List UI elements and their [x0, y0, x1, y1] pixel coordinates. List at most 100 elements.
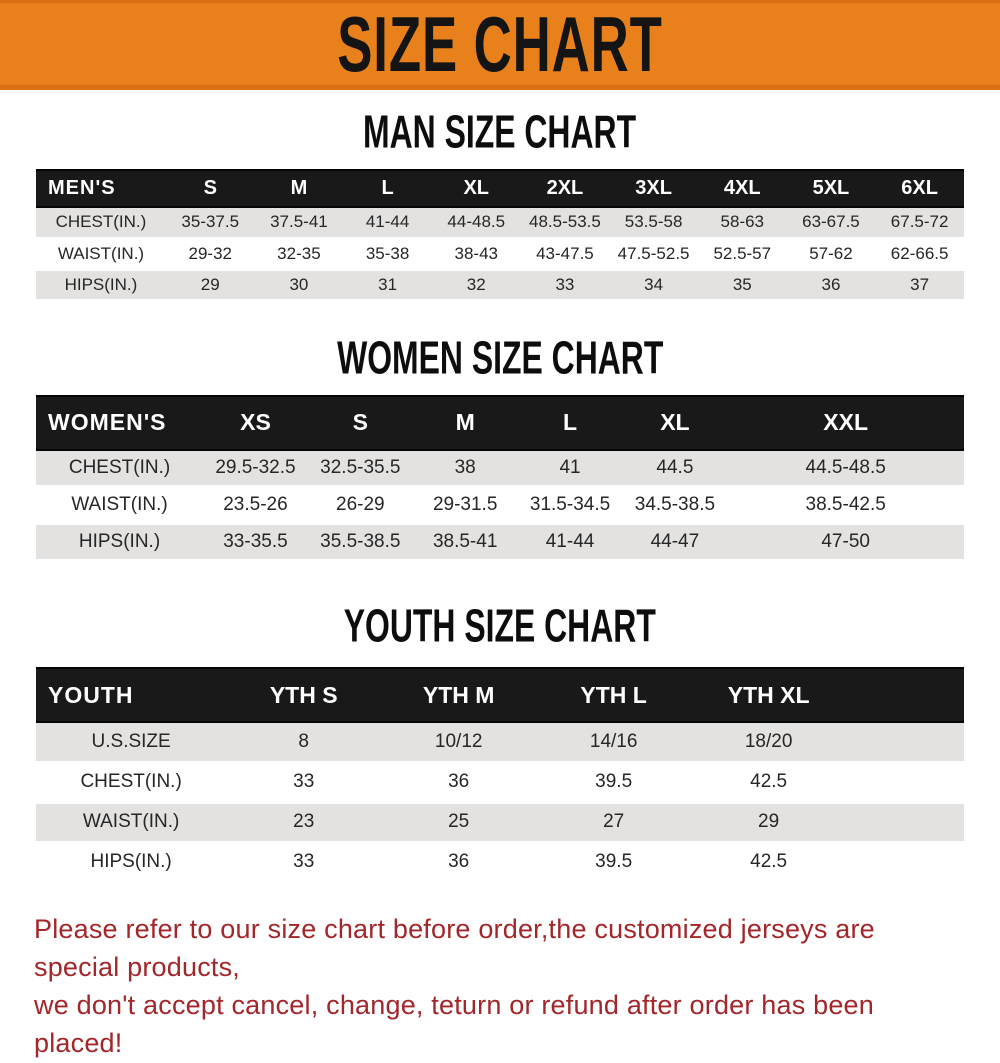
size-value-cell: 35	[697, 269, 787, 302]
size-value-cell: 44-48.5	[431, 207, 521, 240]
size-column-header: YTH S	[226, 667, 382, 723]
size-column-header: XXL	[727, 394, 964, 451]
size-column-header: YTH XL	[691, 667, 847, 723]
size-chart-sections: MAN SIZE CHART MEN'S S M L XL 2XL 3XL 4XL 5XL 6XL C…	[0, 107, 1000, 884]
size-value-cell: 29-31.5	[412, 486, 518, 525]
row-label: CHEST(IN.)	[36, 207, 166, 240]
size-value-cell: 23	[226, 802, 382, 844]
size-value-cell: 53.5-58	[609, 207, 698, 240]
size-value-cell: 47-50	[727, 523, 964, 562]
filler-cell	[846, 722, 964, 764]
size-value-cell: 41-44	[343, 207, 432, 240]
youth-size-chart-section: YOUTH SIZE CHART YOUTH YTH S YTH M YTH L YTH …	[0, 601, 1000, 884]
size-column-header: YTH M	[381, 667, 537, 723]
youth-size-table: YOUTH YTH S YTH M YTH L YTH XL U.S.SIZE 8 10/12…	[36, 667, 964, 884]
size-value-cell: 31.5-34.5	[517, 486, 623, 525]
measurement-row: WAIST(IN.) 23 25 27 29	[36, 802, 964, 844]
size-value-cell: 63-67.5	[786, 207, 876, 240]
row-label: HIPS(IN.)	[36, 269, 166, 302]
size-column-header: 5XL	[786, 169, 876, 208]
size-value-cell: 44-47	[622, 523, 728, 562]
size-value-cell: 33	[520, 269, 610, 302]
size-column-header: YTH L	[536, 667, 692, 723]
womens-group-label: WOMEN'S	[36, 394, 204, 451]
size-column-header: M	[412, 394, 518, 451]
youth-section-title: YOUTH SIZE CHART	[0, 601, 1000, 652]
size-column-header: 3XL	[609, 169, 698, 208]
note-line-1: Please refer to our size chart before or…	[34, 913, 875, 982]
size-value-cell: 39.5	[536, 762, 692, 804]
size-value-cell: 36	[381, 762, 537, 804]
row-label: WAIST(IN.)	[36, 486, 204, 525]
size-value-cell: 62-66.5	[875, 238, 964, 271]
measurement-row: U.S.SIZE 8 10/12 14/16 18/20	[36, 722, 964, 764]
size-column-header: XL	[622, 394, 728, 451]
size-column-header: S	[307, 394, 413, 451]
size-column-header: L	[517, 394, 623, 451]
section-title-text: WOMEN SIZE CHART	[336, 332, 664, 385]
size-value-cell: 27	[536, 802, 692, 844]
row-label: CHEST(IN.)	[36, 762, 227, 804]
mens-group-label: MEN'S	[36, 169, 166, 208]
size-value-cell: 48.5-53.5	[520, 207, 610, 240]
size-column-header: XS	[203, 394, 308, 451]
size-value-cell: 8	[226, 722, 382, 764]
size-value-cell: 37	[875, 269, 964, 302]
size-column-header: M	[254, 169, 344, 208]
size-value-cell: 47.5-52.5	[609, 238, 698, 271]
size-value-cell: 18/20	[691, 722, 847, 764]
note-line-2: we don't accept cancel, change, teturn o…	[34, 990, 874, 1059]
size-column-header: 6XL	[875, 169, 964, 208]
size-value-cell: 29-32	[165, 238, 255, 271]
order-note: Please refer to our size chart before or…	[34, 910, 966, 1063]
measurement-row: HIPS(IN.) 33-35.5 35.5-38.5 38.5-41 41-44 44-…	[36, 523, 964, 562]
size-column-header: 2XL	[520, 169, 610, 208]
size-value-cell: 38-43	[431, 238, 521, 271]
table-header-row: MEN'S S M L XL 2XL 3XL 4XL 5XL 6XL	[36, 169, 964, 208]
row-label: WAIST(IN.)	[36, 238, 166, 271]
size-value-cell: 29.5-32.5	[203, 449, 308, 488]
size-value-cell: 44.5	[622, 449, 728, 488]
filler-cell	[846, 802, 964, 844]
size-value-cell: 29	[691, 802, 847, 844]
size-column-header: L	[343, 169, 432, 208]
size-value-cell: 32.5-35.5	[307, 449, 413, 488]
size-column-header: S	[165, 169, 255, 208]
size-value-cell: 35-38	[343, 238, 432, 271]
measurement-row: HIPS(IN.) 33 36 39.5 42.5	[36, 842, 964, 884]
row-label: HIPS(IN.)	[36, 523, 204, 562]
table-header-row: YOUTH YTH S YTH M YTH L YTH XL	[36, 667, 964, 723]
section-title-text: MAN SIZE CHART	[363, 107, 637, 159]
filler-cell	[846, 762, 964, 804]
size-value-cell: 42.5	[691, 842, 847, 884]
womens-size-table: WOMEN'S XS S M L XL XXL CHEST(IN.) 29.5-32.5 32.5…	[36, 394, 964, 562]
size-value-cell: 35-37.5	[165, 207, 255, 240]
size-value-cell: 37.5-41	[254, 207, 344, 240]
size-value-cell: 67.5-72	[875, 207, 964, 240]
measurement-row: CHEST(IN.) 33 36 39.5 42.5	[36, 762, 964, 804]
size-value-cell: 39.5	[536, 842, 692, 884]
filler-cell	[846, 842, 964, 884]
size-value-cell: 41-44	[517, 523, 623, 562]
section-title-text: YOUTH SIZE CHART	[343, 601, 657, 653]
row-label: U.S.SIZE	[36, 722, 227, 764]
size-value-cell: 42.5	[691, 762, 847, 804]
row-label: HIPS(IN.)	[36, 842, 227, 884]
size-column-header: XL	[431, 169, 521, 208]
mens-section-title: MAN SIZE CHART	[0, 107, 1000, 158]
size-value-cell: 14/16	[536, 722, 692, 764]
row-label: WAIST(IN.)	[36, 802, 227, 844]
size-value-cell: 38.5-42.5	[727, 486, 964, 525]
size-value-cell: 41	[517, 449, 623, 488]
size-value-cell: 29	[165, 269, 255, 302]
mens-size-table: MEN'S S M L XL 2XL 3XL 4XL 5XL 6XL CHEST(IN.) 35-37…	[36, 169, 964, 302]
size-value-cell: 35.5-38.5	[307, 523, 413, 562]
womens-size-chart-section: WOMEN SIZE CHART WOMEN'S XS S M L XL XXL CHEST(I…	[0, 333, 1000, 562]
measurement-row: HIPS(IN.) 29 30 31 32 33 34 35 36 37	[36, 269, 964, 302]
size-value-cell: 43-47.5	[520, 238, 610, 271]
size-value-cell: 36	[381, 842, 537, 884]
size-value-cell: 44.5-48.5	[727, 449, 964, 488]
filler-header-cell	[846, 667, 964, 723]
size-value-cell: 34	[609, 269, 698, 302]
